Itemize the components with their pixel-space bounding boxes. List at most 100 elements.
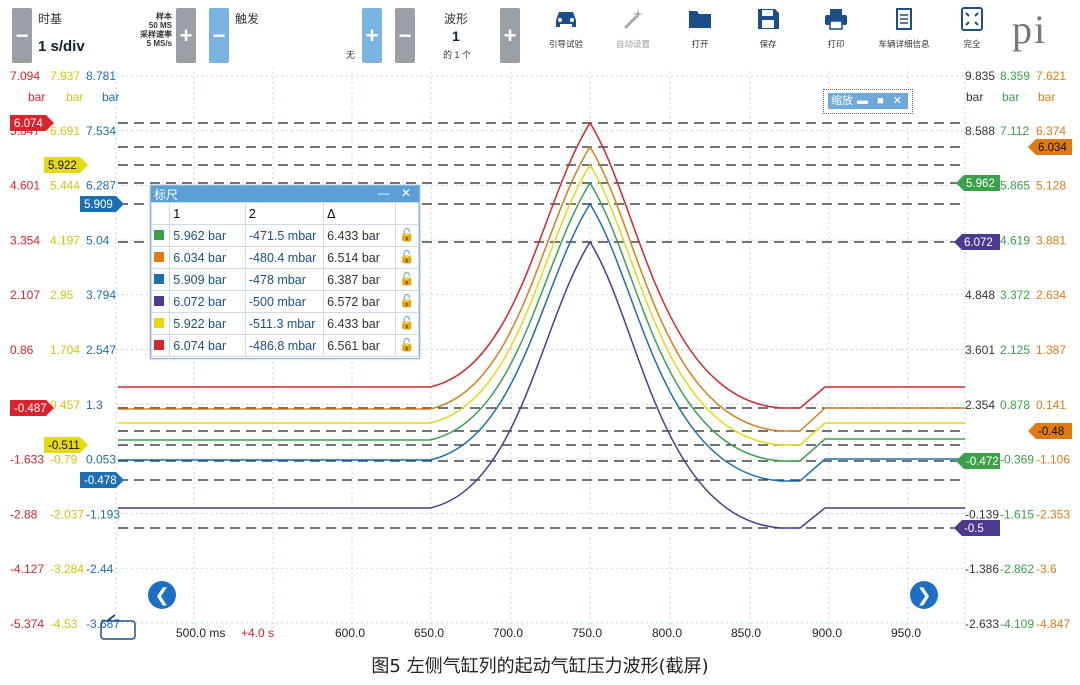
auto-setup-button[interactable]: 自动设置 (603, 6, 663, 58)
right-ruler-marker[interactable]: 6.034 (1028, 139, 1072, 155)
zoom-overview[interactable]: 缩放 ▬ ■ ✕ (823, 89, 913, 114)
left-axis-tick: 8.781 (86, 69, 116, 83)
left-ruler-marker-value: -0.487 (14, 403, 47, 415)
left-axis-tick: -0.79 (50, 453, 78, 467)
vehicle-details-button[interactable]: 车辆详细信息 (874, 6, 934, 58)
guided-test-button[interactable]: 引导试验 (536, 6, 596, 58)
ruler-window-controls[interactable]: — ✕ (377, 186, 415, 200)
left-axis-tick: 0.86 (10, 343, 34, 357)
left-axis-tick: -4.53 (50, 617, 78, 631)
right-axis-tick: 2.634 (1036, 288, 1066, 302)
ruler-table: 1 2 Δ 5.962 bar -471.5 mbar 6.433 bar 🔓 … (150, 202, 419, 357)
lock-icon[interactable]: 🔓 (395, 224, 419, 247)
ruler-value-2: -478 mbar (244, 268, 325, 291)
timebase-value[interactable]: 1 s/div (38, 38, 85, 55)
ruler-value-2: -471.5 mbar (244, 224, 325, 247)
left-axis-tick: 5.444 (50, 179, 80, 193)
ruler-title-bar[interactable]: 标尺 — ✕ (151, 186, 419, 202)
ruler-row-swatch (150, 312, 171, 335)
right-ruler-marker[interactable]: -0.472 (956, 453, 1000, 469)
left-axis: 7.0947.9378.7815.8476.6917.5344.6015.444… (10, 69, 120, 631)
waveform-decrease-button[interactable]: − (395, 8, 415, 63)
ruler-delta: 6.433 bar (323, 312, 397, 335)
fullscreen-icon (961, 7, 983, 31)
right-axis-tick: 3.881 (1036, 233, 1066, 247)
left-axis-tick: -1.633 (10, 453, 44, 467)
left-ruler-marker[interactable]: 5.909 (80, 196, 124, 212)
x-axis-offset: +4.0 s (241, 626, 274, 640)
ruler-value-1: 6.034 bar (169, 246, 246, 269)
samples-readout[interactable]: 样本 50 MS 采样速率 5 MS/s (128, 12, 172, 48)
left-ruler-marker[interactable]: 5.922 (44, 157, 88, 173)
right-axis-unit: bar (1002, 90, 1019, 104)
ruler-delta: 6.387 bar (323, 268, 397, 291)
timebase-increase-button[interactable]: + (176, 8, 196, 63)
right-axis-tick: -2.633 (965, 617, 999, 631)
right-ruler-marker[interactable]: 5.962 (956, 175, 1000, 191)
right-axis-tick: -1.106 (1036, 453, 1070, 467)
scope-plot[interactable]: 7.0947.9378.7815.8476.6917.5344.6015.444… (0, 68, 1080, 650)
left-ruler-marker[interactable]: -0.478 (80, 472, 124, 488)
right-axis-tick: -0.139 (965, 507, 999, 521)
ruler-row: 6.074 bar -486.8 mbar 6.561 bar 🔓 (150, 334, 419, 357)
lock-icon[interactable]: 🔓 (395, 268, 419, 291)
ruler-value-2: -500 mbar (244, 290, 325, 313)
right-axis-tick: 4.619 (1000, 233, 1030, 247)
open-button[interactable]: 打开 (670, 6, 730, 58)
ruler-value-1: 5.909 bar (169, 268, 246, 291)
right-axis-tick: 0.878 (1000, 398, 1030, 412)
ruler-header-2: 2 (244, 202, 325, 225)
left-ruler-marker[interactable]: 6.074 (10, 115, 54, 131)
timebase-decrease-button[interactable]: − (12, 8, 32, 63)
x-axis-tick: 750.0 (572, 626, 602, 640)
right-ruler-marker[interactable]: 6.072 (954, 234, 1000, 250)
left-axis-tick: 0.053 (86, 453, 116, 467)
left-axis-tick: -3.284 (50, 562, 84, 576)
lock-icon[interactable]: 🔓 (395, 334, 419, 357)
ruler-value-2: -511.3 mbar (244, 312, 325, 335)
left-axis-tick: 7.094 (10, 69, 40, 83)
left-ruler-marker[interactable]: -0.487 (10, 400, 54, 416)
zoom-window-controls[interactable]: ▬ ■ ✕ (857, 95, 905, 107)
scroll-left-button[interactable]: ❮ (148, 581, 176, 609)
right-axis-unit: bar (1038, 90, 1055, 104)
trigger-value[interactable]: 无 (346, 50, 356, 60)
left-axis-tick: -5.374 (10, 617, 44, 631)
right-ruler-marker[interactable]: -0.48 (1028, 423, 1072, 439)
ruler-markers[interactable]: 6.074 5.922 5.909 -0.487 -0.511 -0.478 6.034 5.… (10, 115, 1072, 536)
scroll-right-button[interactable]: ❯ (910, 581, 938, 609)
trigger-decrease-button[interactable]: − (209, 8, 229, 63)
left-axis-tick: 6.691 (50, 124, 80, 138)
left-ruler-marker-value: 5.922 (48, 160, 77, 172)
right-axis-tick: -1.386 (965, 562, 999, 576)
ruler-delta: 6.433 bar (323, 224, 397, 247)
sample-rate-label: 采样速率 (140, 30, 172, 39)
guided-test-label: 引导试验 (548, 39, 583, 49)
x-axis-tick: 650.0 (414, 626, 444, 640)
ruler-delta: 6.561 bar (323, 334, 397, 357)
fullscreen-button[interactable]: 完全 (942, 6, 1002, 58)
vehicle-details-label: 车辆详细信息 (878, 39, 930, 49)
left-ruler-marker[interactable]: -0.511 (44, 437, 88, 453)
lock-icon[interactable]: 🔓 (395, 246, 419, 269)
x-axis-tick: 800.0 (652, 626, 682, 640)
lock-icon[interactable]: 🔓 (395, 290, 419, 313)
right-axis-tick: 2.354 (965, 398, 995, 412)
left-ruler-marker-value: -0.478 (84, 475, 117, 487)
zoom-title-bar[interactable]: 缩放 ▬ ■ ✕ (828, 93, 908, 109)
trigger-increase-button[interactable]: + (362, 8, 382, 63)
right-ruler-marker[interactable]: -0.5 (954, 520, 1000, 536)
save-button[interactable]: 保存 (738, 6, 798, 58)
waveform-count: 的 1 个 (443, 50, 472, 60)
zoom-label: 缩放 (831, 95, 853, 107)
left-axis-tick: 4.197 (50, 233, 80, 247)
left-ruler-marker-value: -0.511 (48, 440, 80, 452)
waveform-increase-button[interactable]: + (500, 8, 520, 63)
print-button[interactable]: 打印 (806, 6, 866, 58)
ruler-panel[interactable]: 标尺 — ✕ 1 2 Δ 5.962 bar -471.5 mbar 6.433… (150, 185, 420, 359)
lock-icon[interactable]: 🔓 (395, 312, 419, 335)
left-axis-tick: 2.107 (10, 288, 40, 302)
ruler-handle-icon[interactable] (99, 611, 139, 643)
right-axis-tick: 5.865 (1000, 179, 1030, 193)
right-axis: 9.8358.3597.6218.5887.1126.3747.3415.865… (965, 69, 1070, 631)
